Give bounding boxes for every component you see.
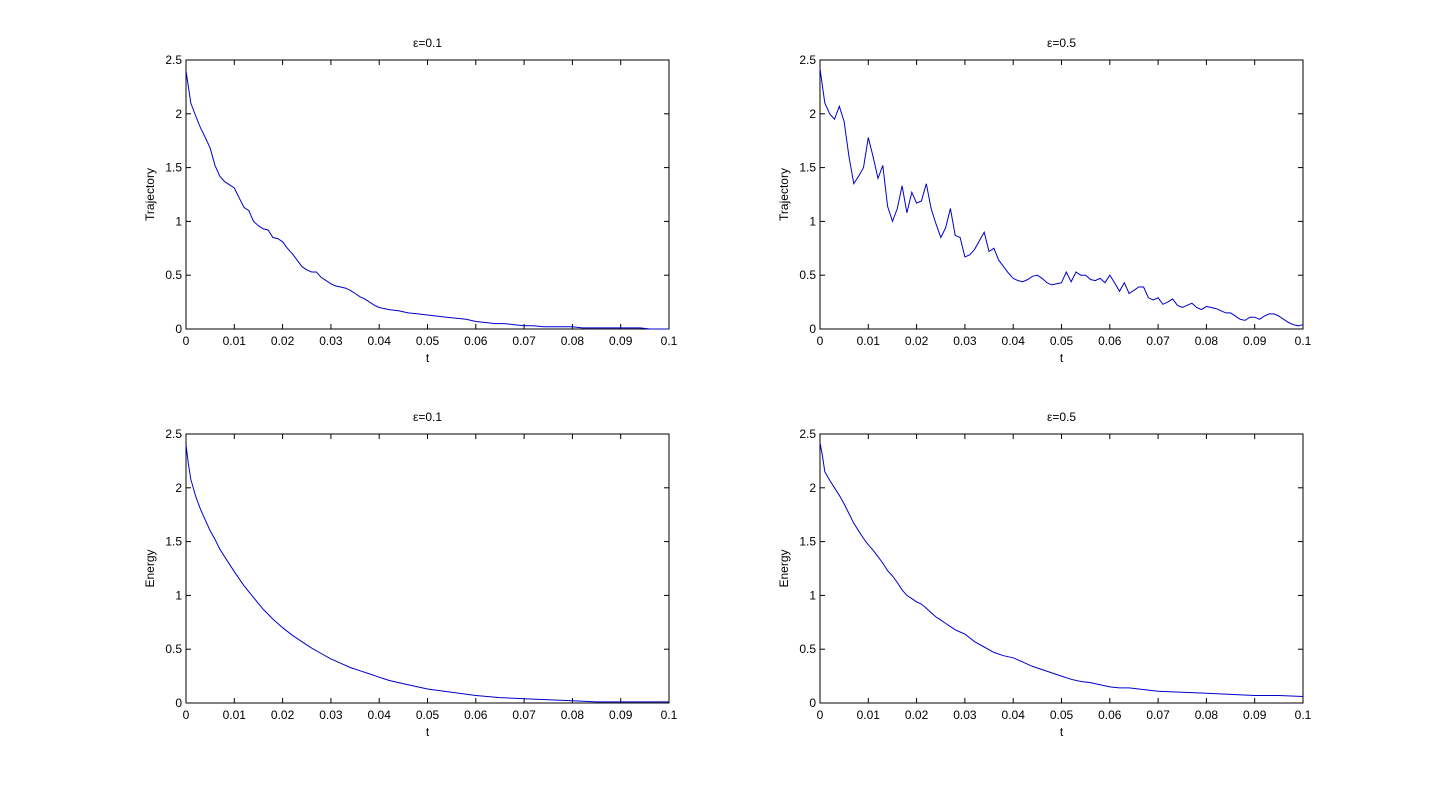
y-tick-label: 1.5	[799, 535, 816, 549]
y-axis-label: Trajectory	[777, 168, 791, 221]
y-tick-label: 1	[175, 214, 182, 228]
x-tick-label: 0.01	[223, 708, 247, 722]
x-tick-label: 0.05	[1050, 708, 1074, 722]
y-tick-label: 0	[809, 322, 816, 336]
y-tick-label: 1	[809, 214, 816, 228]
axes-frame	[185, 433, 670, 704]
x-tick-label: 0.03	[319, 708, 343, 722]
x-tick-label: 0.1	[1295, 708, 1312, 722]
y-axis-label: Trajectory	[143, 168, 157, 221]
x-tick-label: 0.06	[464, 334, 488, 348]
y-tick-label: 2.5	[799, 427, 816, 441]
y-tick-label: 0.5	[799, 268, 816, 282]
x-tick-label: 0.07	[1146, 708, 1170, 722]
y-tick-label: 1.5	[165, 535, 182, 549]
x-tick-label: 0.08	[561, 708, 585, 722]
x-tick-label: 0.1	[661, 708, 678, 722]
y-tick-label: 2.5	[165, 53, 182, 67]
x-tick-label: 0.09	[609, 334, 633, 348]
plot-title: ε=0.5	[1047, 36, 1076, 50]
x-tick-label: 0.02	[271, 708, 295, 722]
x-tick-label: 0.09	[609, 708, 633, 722]
series-line-1	[185, 70, 669, 330]
x-tick-label: 0.03	[953, 334, 977, 348]
y-axis-label: Energy	[143, 549, 157, 587]
x-tick-label: 0.05	[1050, 334, 1074, 348]
x-tick-label: 0	[817, 334, 824, 348]
x-axis-label: t	[1060, 725, 1064, 739]
axes-frame	[819, 59, 1304, 330]
x-tick-label: 0.02	[905, 708, 929, 722]
x-tick-label: 0.08	[1195, 334, 1219, 348]
x-tick-label: 0.06	[1098, 334, 1122, 348]
y-tick-label: 1.5	[165, 161, 182, 175]
x-tick-label: 0.08	[561, 334, 585, 348]
x-tick-label: 0.04	[368, 334, 392, 348]
x-axis-label: t	[1060, 351, 1064, 365]
x-tick-label: 0.07	[512, 334, 536, 348]
y-tick-label: 0	[809, 696, 816, 710]
x-tick-label: 0.1	[1295, 334, 1312, 348]
x-tick-label: 0.07	[512, 708, 536, 722]
x-tick-label: 0.01	[223, 334, 247, 348]
x-tick-label: 0.1	[661, 334, 678, 348]
y-tick-label: 1	[809, 588, 816, 602]
series-line-1	[819, 442, 1304, 697]
y-axis-label: Energy	[777, 549, 791, 587]
x-tick-label: 0.05	[416, 334, 440, 348]
x-tick-label: 0.07	[1146, 334, 1170, 348]
y-tick-label: 2.5	[165, 427, 182, 441]
y-tick-label: 2	[175, 481, 182, 495]
x-tick-label: 0.09	[1243, 708, 1267, 722]
x-tick-label: 0.04	[1002, 708, 1026, 722]
subplot-2: 0 0.01 0.02 0.03 0.04 0.05 0.06 0.07 0.08 0.09 0.1…	[777, 36, 1312, 365]
x-tick-label: 0.06	[1098, 708, 1122, 722]
x-tick-label: 0.01	[857, 708, 881, 722]
x-tick-label: 0.02	[271, 334, 295, 348]
subplot-4: 0 0.01 0.02 0.03 0.04 0.05 0.06 0.07 0.08 0.09 0.1…	[777, 410, 1312, 739]
x-tick-label: 0	[183, 708, 190, 722]
x-tick-label: 0.05	[416, 708, 440, 722]
x-tick-label: 0	[817, 708, 824, 722]
x-tick-label: 0.03	[953, 708, 977, 722]
axes-frame	[819, 433, 1304, 704]
axes-frame	[185, 59, 670, 330]
y-tick-label: 2	[809, 107, 816, 121]
x-tick-label: 0.03	[319, 334, 343, 348]
x-axis-label: t	[426, 351, 430, 365]
y-tick-label: 0	[175, 696, 182, 710]
x-tick-label: 0.02	[905, 334, 929, 348]
y-tick-label: 2	[175, 107, 182, 121]
y-tick-label: 0.5	[165, 268, 182, 282]
series-line-1	[185, 444, 669, 703]
x-tick-label: 0.04	[368, 708, 392, 722]
x-tick-label: 0.09	[1243, 334, 1267, 348]
x-tick-label: 0.08	[1195, 708, 1219, 722]
y-tick-label: 2	[809, 481, 816, 495]
subplot-1: 0 0.01 0.02 0.03 0.04 0.05 0.06 0.07 0.08 0.09 0.1…	[143, 36, 678, 365]
x-tick-label: 0.01	[857, 334, 881, 348]
subplot-3: 0 0.01 0.02 0.03 0.04 0.05 0.06 0.07 0.08 0.09 0.1…	[143, 410, 678, 739]
plot-title: ε=0.1	[413, 410, 442, 424]
plot-title: ε=0.5	[1047, 410, 1076, 424]
x-axis-label: t	[426, 725, 430, 739]
y-tick-label: 0.5	[165, 642, 182, 656]
series-line-1	[819, 68, 1304, 327]
x-tick-label: 0.06	[464, 708, 488, 722]
y-tick-label: 0	[175, 322, 182, 336]
y-tick-label: 2.5	[799, 53, 816, 67]
y-tick-label: 1.5	[799, 161, 816, 175]
plot-title: ε=0.1	[413, 36, 442, 50]
y-tick-label: 1	[175, 588, 182, 602]
y-tick-label: 0.5	[799, 642, 816, 656]
x-tick-label: 0	[183, 334, 190, 348]
x-tick-label: 0.04	[1002, 334, 1026, 348]
